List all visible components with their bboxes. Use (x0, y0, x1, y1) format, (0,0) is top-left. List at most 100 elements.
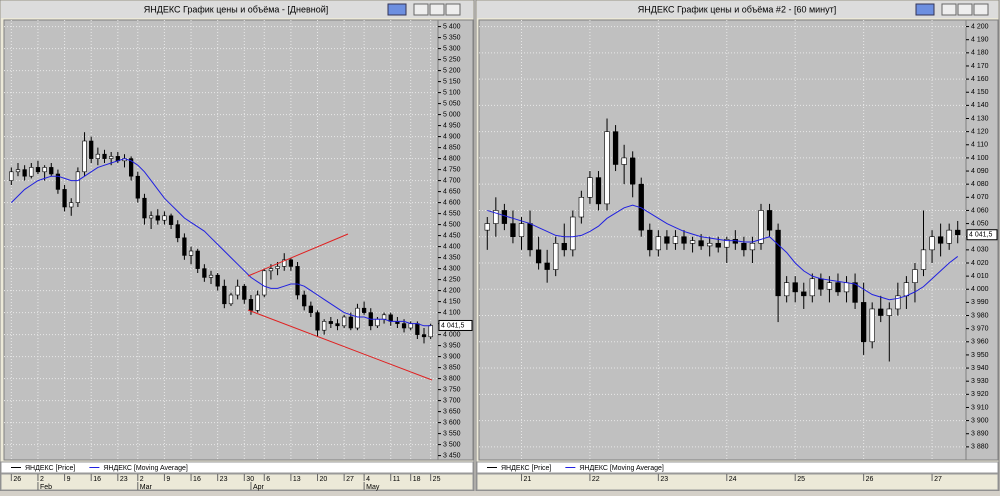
candle-body (262, 270, 267, 296)
candle-body (946, 229, 952, 244)
candle-body (698, 240, 704, 247)
y-tick-label: 4 010 (971, 273, 989, 280)
candle-body (375, 318, 380, 327)
y-tick-label: 3 850 (443, 364, 461, 371)
month-label: Mar (140, 484, 153, 491)
minimize-button[interactable] (413, 3, 429, 16)
minimize-button[interactable] (941, 3, 957, 16)
y-tick-label: 3 950 (971, 352, 989, 359)
x-tick-label: 21 (523, 476, 531, 483)
candle-body (570, 216, 576, 251)
candle-body (182, 237, 187, 256)
last-price-label: 4 041,5 (969, 232, 992, 239)
candle-body (49, 167, 54, 175)
candle-body (783, 282, 790, 297)
y-tick-label: 5 350 (443, 34, 461, 41)
candle-body (715, 242, 721, 248)
x-tick-label: 16 (93, 476, 101, 483)
y-tick-label: 4 130 (971, 115, 989, 122)
y-tick-label: 4 150 (971, 89, 989, 96)
candle-body (681, 236, 687, 244)
legend-label: ЯНДЕКС [Price] (501, 465, 551, 472)
close-button[interactable] (445, 3, 461, 16)
candle-body (955, 229, 961, 236)
candle-body (604, 131, 610, 205)
pin-button[interactable] (387, 3, 407, 16)
y-tick-label: 5 400 (443, 23, 461, 30)
y-tick-label: 4 070 (971, 194, 989, 201)
month-label: Apr (253, 484, 265, 491)
candle-body (195, 250, 200, 269)
candle-body (35, 167, 41, 173)
candle-body (328, 321, 333, 324)
window-title: ЯНДЕКС График цены и объёма - [Дневной] (144, 4, 329, 14)
candle-body (168, 215, 174, 225)
candle-body (288, 259, 294, 267)
y-tick-label: 4 550 (443, 210, 461, 217)
y-tick-label: 4 060 (971, 207, 989, 214)
y-tick-label: 4 000 (971, 286, 989, 293)
candle-body (355, 307, 360, 329)
y-tick-label: 4 150 (443, 298, 461, 305)
candle-body (29, 167, 34, 177)
candle-body (775, 229, 781, 297)
y-tick-label: 4 170 (971, 63, 989, 70)
maximize-button[interactable] (957, 3, 973, 16)
candle-body (175, 224, 180, 239)
x-tick-label: 23 (120, 476, 128, 483)
y-tick-label: 3 900 (443, 353, 461, 360)
candle-body (255, 294, 260, 311)
month-label: Feb (40, 484, 52, 491)
x-tick-label: 24 (729, 476, 737, 483)
candle-body (860, 302, 867, 343)
candle-body (302, 294, 307, 307)
candle-body (295, 266, 300, 296)
legend-label: ЯНДЕКС [Moving Average] (579, 465, 664, 472)
candle-body (335, 323, 340, 327)
pin-button[interactable] (915, 3, 935, 16)
close-button[interactable] (973, 3, 989, 16)
candle-body (109, 156, 114, 159)
y-tick-label: 3 900 (971, 417, 989, 424)
y-tick-label: 3 550 (443, 430, 461, 437)
candle-body (664, 236, 670, 244)
y-tick-label: 4 200 (443, 287, 461, 294)
candle-body (689, 240, 696, 244)
candle-body (228, 294, 234, 305)
candle-body (222, 285, 227, 305)
candle-body (493, 210, 499, 224)
candle-body (535, 249, 542, 264)
candle-body (655, 236, 662, 251)
y-tick-label: 4 300 (443, 265, 461, 272)
x-tick-label: 26 (866, 476, 874, 483)
date-strip (476, 473, 999, 491)
candle-body (348, 316, 353, 329)
candle-body (22, 169, 27, 177)
y-tick-label: 4 950 (443, 122, 461, 129)
candle-body (809, 278, 815, 297)
candle-body (903, 282, 910, 297)
x-tick-label: 25 (797, 476, 805, 483)
x-tick-label: 30 (246, 476, 254, 483)
x-tick-label: 18 (413, 476, 421, 483)
candle-body (162, 215, 167, 221)
maximize-button[interactable] (429, 3, 445, 16)
candle-body (835, 282, 841, 293)
legend-label: ЯНДЕКС [Moving Average] (103, 465, 188, 472)
candle-body (148, 215, 154, 219)
y-tick-label: 5 200 (443, 67, 461, 74)
last-price-box (966, 229, 998, 241)
candle-body (895, 295, 901, 310)
candle-body (621, 157, 627, 165)
candle-body (102, 153, 107, 159)
moving-average-line (487, 204, 959, 301)
x-tick-label: 23 (660, 476, 668, 483)
candle-body (920, 249, 927, 270)
candle-body (242, 285, 247, 300)
candle-body (501, 210, 508, 224)
y-tick-label: 4 900 (443, 133, 461, 140)
candle-body (188, 250, 194, 256)
y-tick-label: 4 500 (443, 221, 461, 228)
